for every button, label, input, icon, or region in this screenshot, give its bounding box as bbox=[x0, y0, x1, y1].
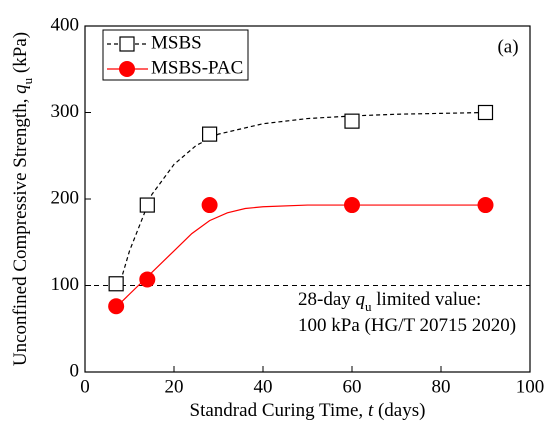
marker bbox=[201, 197, 218, 214]
reference-label: 28-day qu limited value: bbox=[298, 289, 481, 314]
y-tick-label: 100 bbox=[51, 274, 80, 295]
y-axis-label-part: Unconfined Compressive Strength, bbox=[10, 94, 31, 366]
x-tick-label: 60 bbox=[343, 376, 362, 397]
x-tick-label: 0 bbox=[80, 376, 90, 397]
marker bbox=[108, 276, 124, 292]
fit-curve bbox=[120, 111, 486, 282]
x-axis-label-part: Standrad Curing Time, bbox=[190, 400, 368, 421]
marker bbox=[477, 104, 494, 121]
legend-label: MSBS-PAC bbox=[151, 57, 243, 78]
reference-label-part: limited value: bbox=[372, 289, 482, 310]
x-tick-label: 80 bbox=[432, 376, 451, 397]
y-axis-label-part: u bbox=[20, 77, 35, 84]
y-tick-label: 300 bbox=[51, 101, 80, 122]
marker bbox=[344, 197, 360, 214]
marker bbox=[139, 197, 155, 213]
panel-label: (a) bbox=[497, 36, 518, 57]
y-axis-label-part: (kPa) bbox=[10, 32, 31, 78]
y-axis-label: Unconfined Compressive Strength, qu (kPa… bbox=[10, 32, 35, 366]
y-tick-label: 200 bbox=[51, 187, 80, 208]
reference-label-part: 100 kPa (HG/T 20715 2020) bbox=[298, 315, 516, 336]
y-axis-label-part: q bbox=[10, 84, 31, 94]
reference-label-part: q bbox=[356, 289, 366, 310]
marker bbox=[477, 197, 494, 214]
y-tick-label: 0 bbox=[70, 360, 80, 381]
fit-curve bbox=[120, 204, 486, 304]
x-tick-label: 100 bbox=[516, 376, 545, 397]
reference-label-part: 28-day bbox=[298, 289, 356, 310]
marker bbox=[108, 298, 125, 315]
x-tick-label: 20 bbox=[165, 376, 184, 397]
marker bbox=[202, 126, 218, 142]
reference-label: 100 kPa (HG/T 20715 2020) bbox=[298, 315, 516, 336]
legend: MSBS MSBS-PAC bbox=[102, 29, 249, 81]
x-axis-label: Standrad Curing Time, t (days) bbox=[190, 400, 426, 421]
x-axis-label-part: t bbox=[368, 400, 374, 421]
marker bbox=[139, 271, 156, 288]
reference-label-part: u bbox=[365, 299, 372, 314]
marker bbox=[119, 61, 135, 77]
marker bbox=[344, 113, 360, 129]
y-tick-label: 400 bbox=[51, 14, 80, 35]
x-tick-label: 40 bbox=[254, 376, 273, 397]
legend-label: MSBS bbox=[151, 32, 202, 53]
x-axis-label-part: (days) bbox=[373, 400, 425, 421]
marker bbox=[119, 36, 135, 52]
